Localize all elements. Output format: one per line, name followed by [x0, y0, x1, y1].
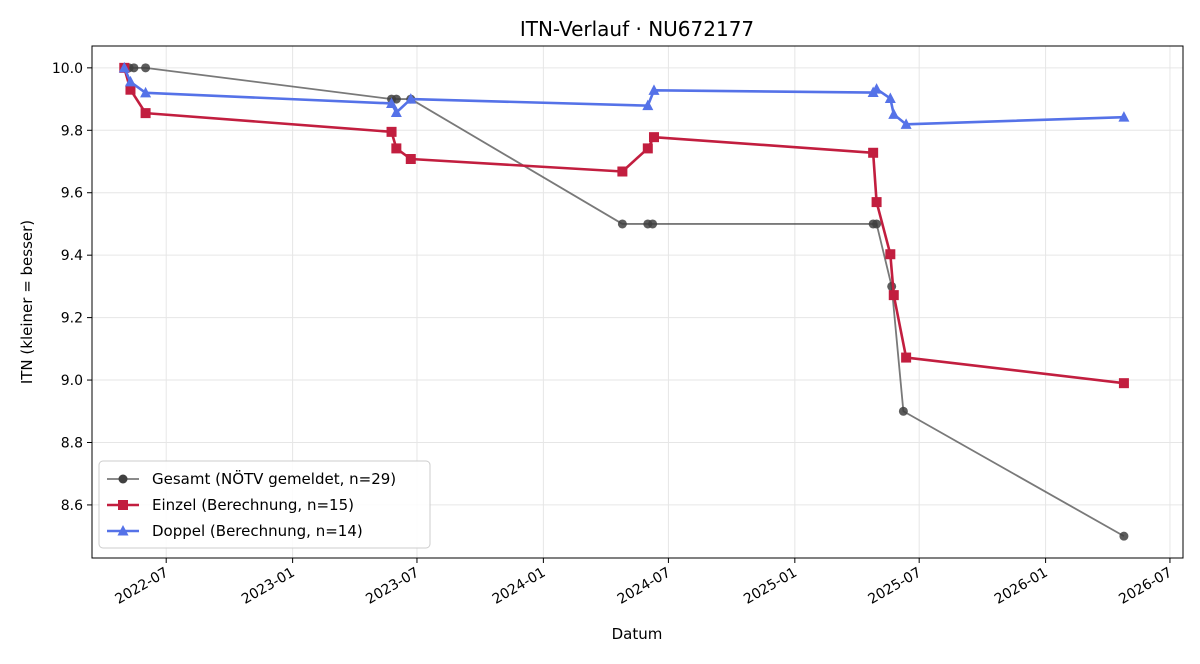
data-point-doppel — [888, 108, 900, 119]
chart-title: ITN-Verlauf · NU672177 — [520, 17, 754, 41]
data-point-doppel — [1118, 111, 1130, 122]
legend-marker-doppel — [117, 525, 129, 536]
grid-layer — [92, 46, 1183, 558]
data-point-einzel — [871, 197, 882, 208]
data-point-einzel — [386, 126, 397, 137]
data-point-einzel — [1118, 378, 1129, 389]
data-point-einzel — [868, 147, 879, 158]
legend-marker-gesamt — [118, 474, 128, 484]
data-point-gesamt — [872, 219, 882, 229]
legend-label-doppel: Doppel (Berechnung, n=14) — [152, 522, 363, 540]
series-einzel — [119, 62, 1129, 389]
data-point-doppel — [386, 97, 398, 108]
legend-marker-einzel — [118, 500, 128, 510]
y-tick-label: 9.0 — [61, 373, 83, 389]
data-point-doppel — [642, 99, 654, 111]
data-point-gesamt — [391, 94, 401, 104]
data-point-doppel — [390, 106, 402, 117]
y-tick-label: 8.8 — [61, 435, 83, 451]
legend-label-einzel: Einzel (Berechnung, n=15) — [152, 496, 354, 514]
data-point-doppel — [871, 83, 883, 94]
data-point-gesamt — [898, 406, 908, 416]
data-point-doppel — [124, 75, 136, 87]
data-point-doppel — [648, 84, 660, 95]
y-axis-label: ITN (kleiner = besser) — [18, 220, 36, 384]
data-point-doppel — [118, 61, 130, 73]
legend: Gesamt (NÖTV gemeldet, n=29) Einzel (Bere… — [98, 460, 431, 549]
data-point-einzel — [125, 84, 136, 95]
legend-box — [98, 460, 431, 549]
series-layer — [118, 61, 1130, 541]
x-axis-label: Datum — [612, 625, 663, 643]
data-point-einzel — [617, 166, 628, 177]
data-point-gesamt — [648, 219, 658, 229]
legend-label-gesamt: Gesamt (NÖTV gemeldet, n=29) — [152, 469, 396, 488]
data-point-einzel — [901, 352, 912, 363]
data-point-gesamt — [129, 63, 139, 73]
data-point-doppel — [140, 86, 152, 98]
data-point-einzel — [648, 132, 659, 143]
data-point-gesamt — [617, 219, 627, 229]
data-point-doppel — [900, 118, 912, 129]
y-tick-label: 9.8 — [61, 123, 83, 139]
plot-frame — [91, 45, 1184, 559]
data-point-einzel — [405, 154, 416, 165]
series-doppel — [118, 61, 1130, 129]
y-tick-label: 8.6 — [61, 498, 83, 514]
data-point-doppel — [884, 92, 896, 103]
y-tick-label: 10.0 — [52, 61, 83, 77]
y-tick-label: 9.6 — [61, 186, 83, 202]
data-point-einzel — [391, 143, 402, 154]
data-point-gesamt — [1119, 531, 1129, 541]
data-point-einzel — [642, 143, 653, 154]
data-point-gesamt — [141, 63, 151, 73]
y-tick-label: 9.4 — [61, 248, 83, 264]
data-point-einzel — [140, 108, 151, 119]
data-point-doppel — [405, 93, 417, 104]
data-point-einzel — [885, 249, 896, 260]
y-tick-label: 9.2 — [61, 311, 83, 327]
data-point-einzel — [888, 290, 899, 301]
